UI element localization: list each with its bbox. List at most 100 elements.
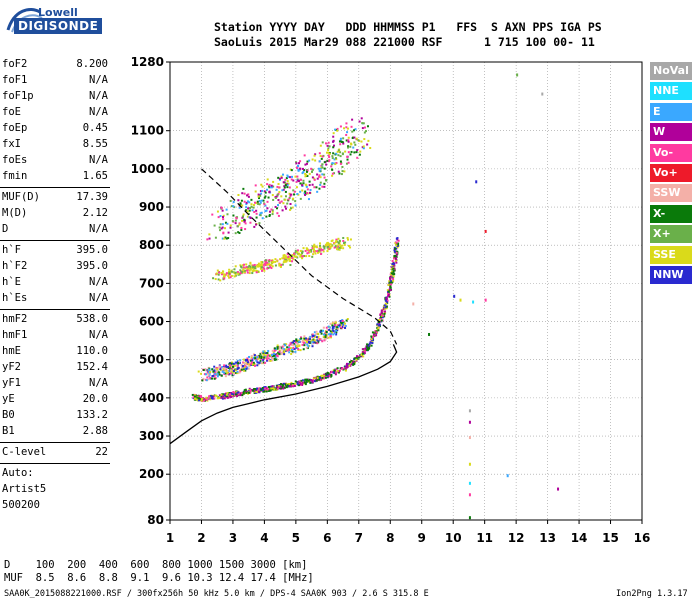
echo-point-second-hop xyxy=(347,238,350,241)
echo-point-f2-lower xyxy=(384,310,387,313)
echo-point-second-hop xyxy=(214,278,217,281)
echo-point-upper xyxy=(328,151,331,154)
echo-point-upper xyxy=(317,167,320,170)
echo-point-f2-lower xyxy=(386,299,389,302)
echo-point-f2-upper xyxy=(322,326,325,329)
echo-point-second-hop xyxy=(304,249,307,252)
echo-point-f2-upper xyxy=(243,368,246,371)
echo-point-f2-upper xyxy=(340,322,343,325)
echo-point-upper xyxy=(258,197,261,200)
echo-point-upper xyxy=(334,163,337,166)
echo-point-f2-upper xyxy=(228,365,231,368)
echo-point-f2-upper xyxy=(204,369,207,372)
echo-point-f2-lower xyxy=(395,253,398,256)
echo-point-f2-lower xyxy=(256,387,259,390)
echo-point-upper xyxy=(355,151,358,154)
echo-point-isolated xyxy=(468,516,471,520)
legend-item-noval: NoVal xyxy=(650,62,692,80)
echo-point-f2-lower xyxy=(237,393,240,396)
echo-point-second-hop xyxy=(234,265,237,268)
echo-point-f2-lower xyxy=(377,329,380,332)
legend-item-nne: NNE xyxy=(650,82,692,101)
echo-point-upper xyxy=(311,183,314,186)
echo-point-second-hop xyxy=(337,237,340,240)
echo-point-f2-lower xyxy=(327,372,330,375)
echo-point-upper xyxy=(304,183,307,186)
echo-point-f2-upper xyxy=(239,370,242,373)
echo-point-second-hop xyxy=(284,255,287,258)
echo-point-f2-lower xyxy=(380,314,383,317)
echo-point-f2-lower xyxy=(345,367,348,370)
echo-point-upper xyxy=(291,206,294,209)
echo-point-f2-upper xyxy=(304,337,307,340)
echo-point-f2-upper xyxy=(202,377,205,380)
echo-point-upper xyxy=(297,162,300,165)
echo-point-second-hop xyxy=(268,260,271,263)
echo-point-f2-upper xyxy=(207,378,210,381)
echo-point-second-hop xyxy=(301,257,304,260)
echo-point-second-hop xyxy=(279,265,282,268)
echo-point-upper xyxy=(289,168,292,171)
echo-point-upper xyxy=(281,209,284,212)
digisonde-logo-swoosh-icon xyxy=(6,7,43,33)
echo-point-f2-upper xyxy=(276,346,279,349)
echo-point-f2-lower xyxy=(292,382,295,385)
echo-point-second-hop xyxy=(243,263,246,266)
echo-point-f2-upper xyxy=(204,373,207,376)
echo-point-upper xyxy=(341,170,344,173)
echo-point-f2-upper xyxy=(212,375,215,378)
echo-point-isolated xyxy=(484,298,487,302)
echo-point-upper xyxy=(272,185,275,188)
echo-point-f2-lower xyxy=(368,347,371,350)
echo-point-f2-lower xyxy=(363,352,366,355)
echo-point-f2-upper xyxy=(322,335,325,338)
echo-point-f2-lower xyxy=(236,391,239,394)
echo-point-f2-lower xyxy=(341,367,344,370)
echo-point-f2-lower xyxy=(389,289,392,292)
echo-point-upper xyxy=(323,182,326,185)
echo-point-second-hop xyxy=(322,245,325,248)
echo-point-f2-lower xyxy=(254,391,257,394)
echo-point-upper xyxy=(208,233,211,236)
echo-point-second-hop xyxy=(303,254,306,257)
echo-point-upper xyxy=(280,195,283,198)
echo-point-f2-lower xyxy=(364,350,367,353)
echo-point-f2-upper xyxy=(214,377,217,380)
echo-point-second-hop xyxy=(312,253,315,256)
echo-point-second-hop xyxy=(264,260,267,263)
echo-point-f2-upper xyxy=(340,323,343,326)
echo-point-second-hop xyxy=(228,268,231,271)
echo-point-f2-lower xyxy=(267,389,270,392)
echo-point-second-hop xyxy=(311,247,314,250)
echo-point-f2-lower xyxy=(268,386,271,389)
echo-point-upper xyxy=(296,193,299,196)
echo-point-upper xyxy=(225,208,228,211)
echo-point-upper xyxy=(288,186,291,189)
echo-point-upper xyxy=(250,198,253,201)
echo-point-upper xyxy=(280,176,283,179)
echo-point-upper xyxy=(296,175,299,178)
echo-point-upper xyxy=(314,159,317,162)
echo-point-f2-upper xyxy=(260,361,263,364)
x-tick-label: 3 xyxy=(229,531,237,545)
echo-point-upper xyxy=(303,192,306,195)
echo-point-second-hop xyxy=(328,247,331,250)
echo-point-second-hop xyxy=(318,247,321,250)
echo-point-f2-upper xyxy=(335,333,338,336)
auto-line: Artist5 xyxy=(2,483,47,495)
param-value: 395.0 xyxy=(76,244,108,256)
echo-point-f2-lower xyxy=(383,312,386,315)
echo-point-f2-upper xyxy=(295,338,298,341)
echo-point-f2-lower xyxy=(357,355,360,358)
echo-point-upper xyxy=(289,195,292,198)
echo-point-f2-upper xyxy=(246,357,249,360)
echo-point-f2-lower xyxy=(395,241,398,244)
echo-point-upper xyxy=(224,227,227,230)
echo-point-f2-upper xyxy=(250,356,253,359)
echo-point-f2-lower xyxy=(231,395,234,398)
echo-point-f2-upper xyxy=(229,364,232,367)
echo-point-f2-upper xyxy=(341,325,344,328)
param-value: 8.55 xyxy=(82,138,108,150)
echo-point-f2-lower xyxy=(392,269,395,272)
echo-point-second-hop xyxy=(263,263,266,266)
